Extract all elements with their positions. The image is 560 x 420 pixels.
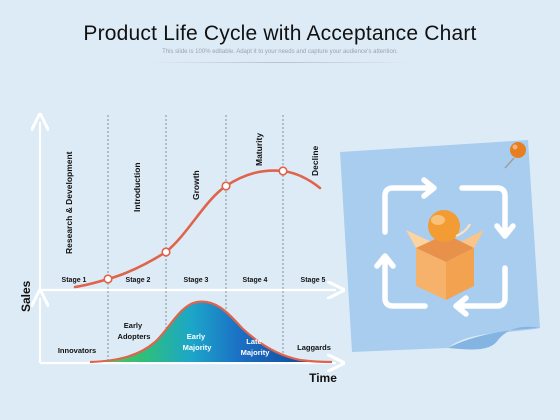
acceptance-bell-curve: [90, 301, 332, 362]
box-front-left: [416, 248, 446, 300]
adopter-label: Early Majority: [183, 332, 213, 352]
title-divider: [150, 62, 410, 63]
adopter-label: Late Majority: [241, 337, 271, 357]
stage-label: Stage 2: [126, 277, 151, 284]
pushpin-icon: [504, 142, 526, 169]
adopter-label-line: Early: [124, 321, 143, 330]
box-front-right: [446, 248, 474, 300]
cycle-arrow-head: [494, 223, 516, 239]
ball-shine: [455, 223, 471, 237]
pin-highlight: [512, 144, 518, 150]
stage-marker: [161, 247, 171, 257]
adopter-label: Laggards: [297, 343, 331, 352]
stage-label: Stage 4: [243, 277, 268, 284]
adopter-label-line: Late: [246, 337, 261, 346]
stage-marker: [278, 166, 288, 176]
open-box-icon: [406, 210, 484, 300]
phase-label: Maturity: [254, 133, 264, 166]
pin-head: [510, 142, 526, 158]
box-opening: [416, 234, 474, 262]
pin-needle: [504, 157, 515, 169]
adopter-label-line: Adopters: [118, 332, 151, 341]
adopter-label: Early Adopters: [118, 321, 151, 341]
cycle-arrow: [382, 257, 428, 309]
ball: [428, 210, 460, 242]
stage-label: Stage 1: [62, 277, 87, 284]
cycle-arrow-head: [453, 295, 469, 317]
x-axis-title: Time: [309, 371, 337, 385]
stage-marker: [103, 274, 113, 284]
phase-label: Decline: [310, 145, 320, 176]
cycle-arrow-head: [421, 177, 437, 199]
phase-label: Growth: [191, 170, 201, 200]
adopter-label-line: Majority: [183, 343, 213, 352]
stage-label: Stage 5: [301, 277, 326, 284]
cycle-arrow: [457, 265, 508, 309]
stage-label: Stage 3: [184, 277, 209, 284]
stage-marker: [221, 181, 231, 191]
cycle-arrow: [382, 185, 433, 235]
page-subtitle: This slide is 100% editable. Adapt it to…: [162, 49, 398, 55]
acceptance-curve-outline: [89, 300, 333, 364]
adopter-label-line: Early: [187, 332, 206, 341]
ball-highlight: [431, 215, 445, 225]
cycle-arrows-icon: [374, 177, 516, 317]
page-title: Product Life Cycle with Acceptance Chart: [83, 22, 477, 45]
adopter-label: Innovators: [58, 346, 96, 355]
sticky-note-curl: [448, 326, 540, 350]
phase-label: Introduction: [132, 162, 142, 212]
adopter-label-line: Majority: [241, 348, 271, 357]
phase-label: Research & Development: [64, 151, 74, 254]
y-axis-title: Sales: [19, 280, 33, 312]
cycle-arrow: [459, 185, 508, 235]
cycle-arrow-head: [374, 253, 396, 269]
